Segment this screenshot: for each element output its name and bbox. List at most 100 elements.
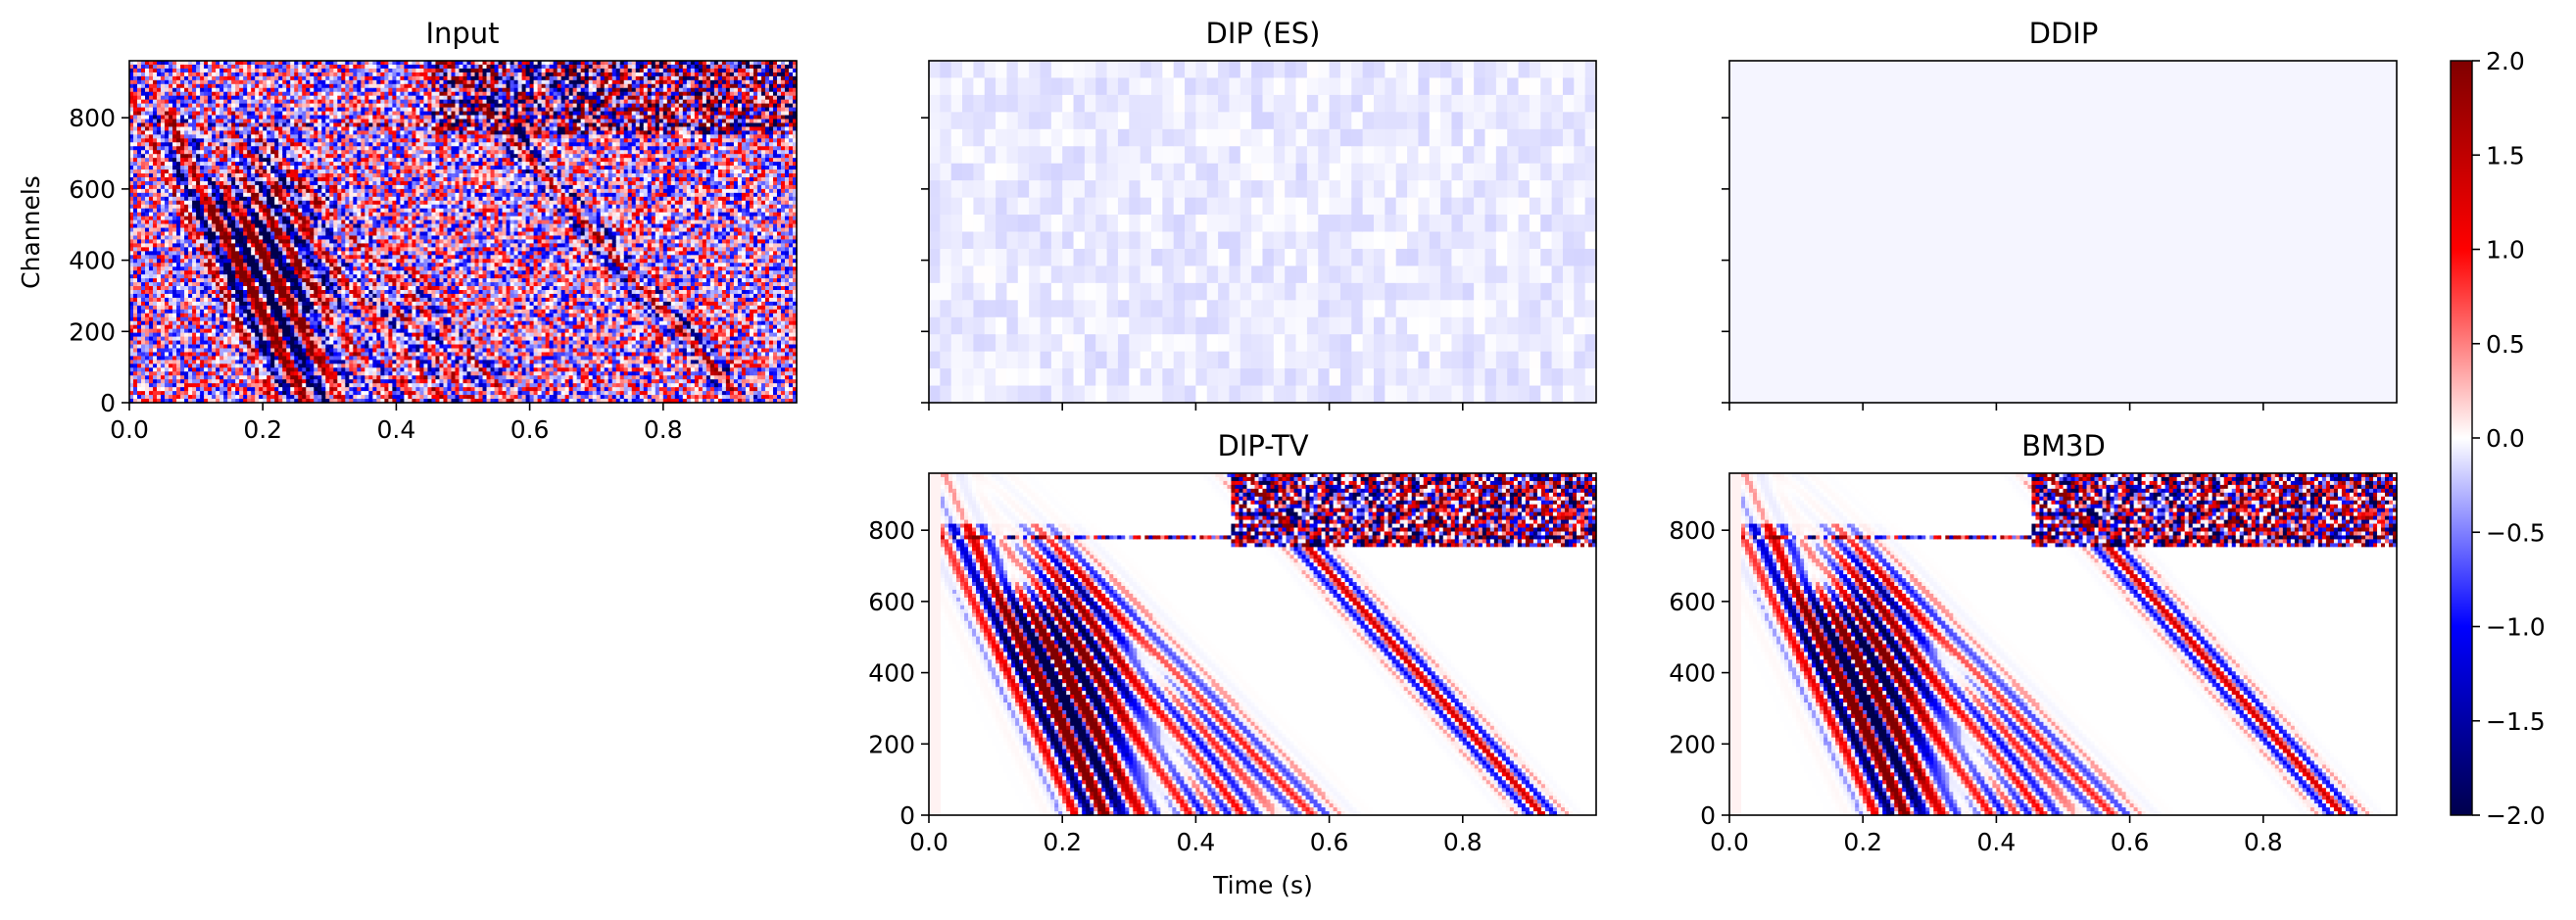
- heatmap-cell: [184, 391, 189, 396]
- heatmap-cell: [247, 197, 252, 202]
- heatmap-cell: [157, 235, 162, 240]
- heatmap-cell: [219, 228, 224, 233]
- heatmap-cell: [153, 371, 158, 376]
- heatmap-cell: [137, 329, 142, 334]
- heatmap-cell: [161, 185, 166, 190]
- heatmap-cell: [204, 205, 209, 210]
- heatmap-cell: [223, 259, 228, 264]
- heatmap-cell: [145, 235, 150, 240]
- heatmap-cell: [196, 122, 201, 127]
- heatmap-cell: [200, 363, 205, 368]
- heatmap-cell: [141, 239, 146, 244]
- heatmap-cell: [165, 259, 170, 264]
- heatmap-cell: [235, 306, 240, 311]
- heatmap-cell: [141, 173, 146, 178]
- heatmap-cell: [208, 173, 213, 178]
- heatmap-cell: [172, 348, 177, 353]
- heatmap-cell: [235, 371, 240, 376]
- heatmap-cell: [247, 310, 252, 315]
- heatmap-cell: [153, 228, 158, 233]
- heatmap-cell: [157, 181, 162, 186]
- heatmap-cell: [172, 337, 177, 342]
- heatmap-cell: [172, 278, 177, 283]
- heatmap-cell: [231, 363, 236, 368]
- heatmap-cell: [247, 348, 252, 353]
- heatmap-cell: [180, 356, 185, 361]
- heatmap-cell: [145, 259, 150, 264]
- heatmap-cell: [255, 69, 260, 73]
- heatmap-cell: [208, 383, 213, 388]
- heatmap-cell: [243, 232, 248, 237]
- heatmap-cell: [216, 395, 220, 400]
- heatmap-cell: [227, 314, 232, 318]
- heatmap-cell: [157, 69, 162, 73]
- heatmap-cell: [255, 177, 260, 182]
- heatmap-cell: [231, 130, 236, 135]
- heatmap-cell: [247, 205, 252, 210]
- heatmap-cell: [145, 278, 150, 283]
- heatmap-cell: [204, 266, 209, 271]
- heatmap-cell: [235, 217, 240, 221]
- heatmap-cell: [157, 321, 162, 326]
- heatmap-cell: [216, 220, 220, 225]
- heatmap-cell: [180, 282, 185, 287]
- heatmap-cell: [133, 367, 138, 372]
- heatmap-cell: [227, 92, 232, 97]
- heatmap-cell: [188, 290, 193, 295]
- heatmap-cell: [169, 104, 173, 109]
- heatmap-cell: [172, 333, 177, 338]
- heatmap-cell: [141, 266, 146, 271]
- heatmap-cell: [247, 298, 252, 303]
- heatmap-cell: [247, 108, 252, 113]
- heatmap-cell: [255, 130, 260, 135]
- heatmap-cell: [239, 274, 244, 279]
- heatmap-cell: [223, 220, 228, 225]
- heatmap-cell: [235, 189, 240, 194]
- heatmap-cell: [153, 150, 158, 155]
- heatmap-cell: [153, 375, 158, 380]
- heatmap-cell: [196, 142, 201, 147]
- heatmap-cell: [176, 348, 181, 353]
- heatmap-cell: [133, 371, 138, 376]
- heatmap-cell: [243, 352, 248, 357]
- heatmap-cell: [172, 96, 177, 101]
- heatmap-cell: [188, 73, 193, 77]
- heatmap-cell: [208, 209, 213, 214]
- heatmap-cell: [223, 69, 228, 73]
- heatmap-cell: [251, 158, 256, 163]
- heatmap-cell: [157, 209, 162, 214]
- heatmap-cell: [243, 217, 248, 221]
- heatmap-cell: [227, 209, 232, 214]
- heatmap-cell: [188, 387, 193, 392]
- heatmap-cell: [227, 266, 232, 271]
- heatmap-cell: [204, 259, 209, 264]
- heatmap-cell: [208, 235, 213, 240]
- heatmap-cell: [216, 73, 220, 77]
- heatmap-cell: [239, 220, 244, 225]
- heatmap-cell: [227, 189, 232, 194]
- heatmap-cell: [133, 162, 138, 167]
- heatmap-cell: [204, 314, 209, 318]
- heatmap-cell: [239, 306, 244, 311]
- heatmap-cell: [212, 112, 217, 117]
- heatmap-cell: [149, 197, 154, 202]
- heatmap-cell: [133, 197, 138, 202]
- heatmap-cell: [192, 278, 197, 283]
- heatmap-cell: [176, 166, 181, 170]
- heatmap-cell: [239, 76, 244, 81]
- heatmap-cell: [176, 255, 181, 260]
- heatmap-cell: [219, 263, 224, 267]
- heatmap-cell: [219, 224, 224, 229]
- heatmap-cell: [239, 65, 244, 70]
- heatmap-cell: [149, 100, 154, 105]
- heatmap-cell: [223, 333, 228, 338]
- heatmap-cell: [247, 126, 252, 131]
- heatmap-cell: [137, 213, 142, 218]
- heatmap-cell: [243, 154, 248, 159]
- heatmap-cell: [208, 84, 213, 89]
- heatmap-cell: [192, 383, 197, 388]
- heatmap-cell: [180, 367, 185, 372]
- heatmap-cell: [149, 166, 154, 170]
- heatmap-cell: [239, 266, 244, 271]
- heatmap-cell: [149, 360, 154, 364]
